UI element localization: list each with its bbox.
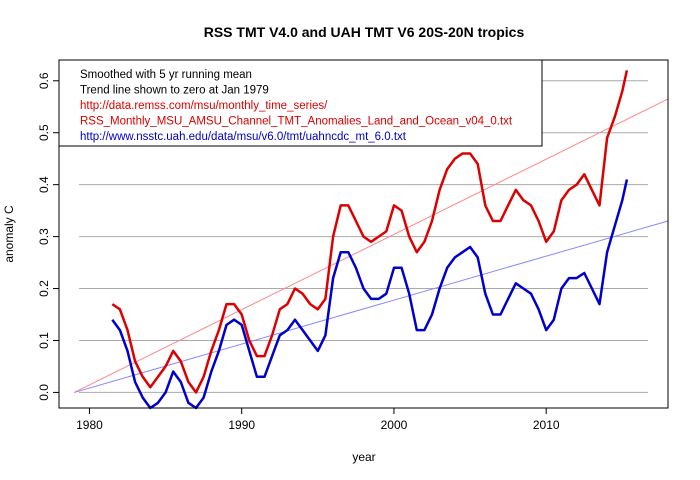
series-lines bbox=[111, 70, 629, 410]
x-tick-label: 2000 bbox=[381, 418, 408, 432]
legend-entry: RSS_Monthly_MSU_AMSU_Channel_TMT_Anomali… bbox=[80, 116, 513, 128]
series-line bbox=[111, 70, 629, 394]
x-axis-label: year bbox=[352, 450, 375, 464]
legend-entry: Smoothed with 5 yr running mean bbox=[80, 69, 252, 81]
y-tick-label: 0.5 bbox=[37, 124, 51, 141]
x-axis: 1980 1990 2000 2010 bbox=[76, 408, 560, 432]
y-tick-label: 0.3 bbox=[37, 228, 51, 245]
legend-entry: http://data.remss.com/msu/monthly_time_s… bbox=[80, 100, 328, 112]
legend-entry: http://www.nsstc.uah.edu/data/msu/v6.0/t… bbox=[80, 131, 407, 143]
legend-entry: Trend line shown to zero at Jan 1979 bbox=[80, 85, 269, 97]
series-line bbox=[111, 179, 629, 410]
trend-line bbox=[74, 98, 669, 393]
y-tick-label: 0.0 bbox=[37, 384, 51, 401]
y-tick-label: 0.1 bbox=[37, 332, 51, 349]
x-tick-label: 1980 bbox=[76, 418, 103, 432]
chart-title: RSS TMT V4.0 and UAH TMT V6 20S-20N trop… bbox=[204, 24, 525, 40]
x-tick-label: 2010 bbox=[533, 418, 560, 432]
y-tick-label: 0.4 bbox=[37, 176, 51, 193]
y-tick-label: 0.2 bbox=[37, 280, 51, 297]
legend-box bbox=[58, 59, 543, 147]
legend: Smoothed with 5 yr running mean Trend lin… bbox=[58, 59, 543, 147]
x-tick-label: 1990 bbox=[228, 418, 255, 432]
y-tick-label: 0.6 bbox=[37, 72, 51, 89]
y-axis: 0.0 0.1 0.2 0.3 0.4 0.5 0.6 bbox=[37, 72, 59, 401]
trend-line bbox=[74, 220, 669, 393]
y-axis-label: anomaly C bbox=[2, 205, 16, 263]
trend-lines bbox=[74, 98, 669, 393]
